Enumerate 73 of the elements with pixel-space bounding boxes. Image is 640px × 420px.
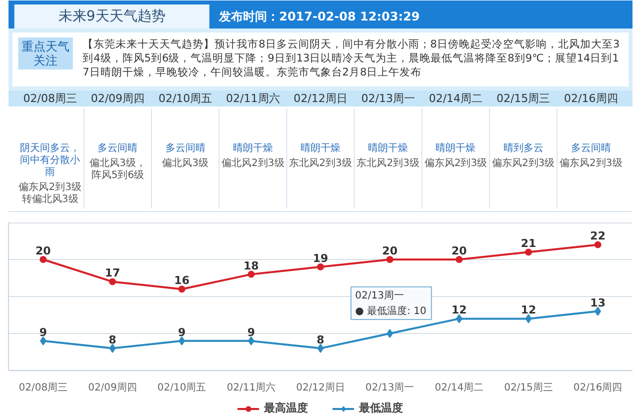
point bbox=[386, 256, 394, 263]
x-tick-label: 02/08周三 bbox=[18, 382, 68, 394]
text: 偏北风3级 bbox=[162, 157, 208, 169]
text: 偏北风2到3级 bbox=[222, 157, 284, 169]
point bbox=[40, 256, 47, 263]
x-tick-label: 02/12周日 bbox=[296, 382, 345, 394]
text: 晴朗干燥 bbox=[300, 142, 340, 154]
data-label: 13 bbox=[590, 296, 606, 310]
legend-label: 最高温度 bbox=[264, 400, 308, 416]
point bbox=[525, 248, 532, 256]
text: 偏东风2到3级转偏北风3级 bbox=[18, 181, 82, 205]
data-label: 19 bbox=[312, 252, 328, 265]
category-label: 02/09周四 bbox=[90, 92, 145, 105]
data-label: 20 bbox=[36, 244, 52, 258]
x-tick-label: 02/13周一 bbox=[365, 382, 414, 394]
data-label: 9 bbox=[178, 326, 186, 339]
point bbox=[317, 344, 324, 353]
category-label: 02/13周一 bbox=[361, 92, 415, 105]
data-label: 16 bbox=[174, 274, 190, 288]
category-label: 02/14周二 bbox=[428, 92, 483, 105]
data-label: 20 bbox=[382, 244, 398, 258]
category-label: 02/16周四 bbox=[564, 92, 618, 105]
x-tick-label: 02/11周六 bbox=[226, 382, 276, 394]
data-label: 9 bbox=[247, 326, 255, 339]
text: 晴到多云 bbox=[503, 142, 544, 154]
text: 偏东风2到3级 bbox=[424, 157, 488, 169]
point bbox=[317, 263, 324, 270]
chart-subtitle: 发布时间：2017-02-08 12:03:29 bbox=[218, 10, 420, 24]
category-label: 02/08周三 bbox=[23, 92, 77, 105]
point bbox=[594, 241, 602, 248]
text: 多云间晴 bbox=[165, 142, 206, 154]
text: 偏东风2到3级 bbox=[560, 157, 622, 169]
text: 多云间晴 bbox=[98, 142, 138, 154]
category-label: 02/10周五 bbox=[158, 92, 212, 105]
data-label: 12 bbox=[452, 304, 467, 317]
point bbox=[178, 286, 186, 293]
x-tick-label: 02/09周四 bbox=[88, 382, 137, 394]
data-label: 20 bbox=[452, 244, 468, 258]
data-label: 8 bbox=[108, 333, 116, 346]
data-label: 8 bbox=[316, 333, 324, 346]
data-label: 22 bbox=[590, 230, 606, 243]
text: 晴朗干燥 bbox=[232, 142, 273, 154]
point bbox=[109, 278, 116, 286]
point bbox=[386, 329, 393, 338]
text: 阴天间多云，间中有分散小雨 bbox=[20, 142, 80, 178]
text: 重点天气关注 bbox=[22, 40, 70, 68]
text: 东北风2到3级 bbox=[356, 157, 420, 169]
x-tick-label: 02/16周四 bbox=[573, 382, 622, 394]
text: 【东莞未来十天天气趋势】预计我市8日多云间阴天，间中有分散小雨；8日傍晚起受冷空气影响，北风加大至3到4级，阵风5到6级，气温明显下降；9日到13日以晴冷天气为主，晨晚最低气温将降至8到9℃；展望14日到17日晴朗干燥，早晚较冷，午间较温暖。东莞市气象台2月8日上午发布 bbox=[82, 38, 620, 78]
point bbox=[248, 270, 255, 278]
x-tick-label: 02/15周三 bbox=[504, 382, 553, 394]
data-label: 18 bbox=[244, 259, 259, 272]
text: 偏东风2到3级 bbox=[492, 157, 555, 169]
point bbox=[525, 314, 532, 324]
x-tick-label: 02/10周五 bbox=[157, 382, 206, 394]
text: 东北风2到3级 bbox=[289, 157, 352, 169]
text: 晴朗干燥 bbox=[368, 142, 408, 154]
data-label: 21 bbox=[520, 237, 536, 250]
data-label: 9 bbox=[39, 326, 47, 339]
data-label: 12 bbox=[520, 304, 536, 317]
text: 偏北风3级，阵风5到6级 bbox=[90, 157, 146, 181]
point bbox=[456, 256, 463, 263]
category-label: 02/12周日 bbox=[294, 92, 348, 105]
x-tick-label: 02/14周二 bbox=[434, 382, 484, 394]
text: 多云间晴 bbox=[570, 142, 611, 154]
chart-title: 未来9天天气趋势 bbox=[58, 8, 166, 24]
category-label: 02/15周三 bbox=[496, 92, 550, 105]
legend-label: 最低温度 bbox=[359, 400, 403, 416]
annotation: 02/13周一 ● 最低温度: 10 bbox=[355, 290, 426, 317]
point bbox=[109, 344, 116, 353]
text: 晴朗干燥 bbox=[436, 142, 476, 154]
data-label: 17 bbox=[104, 266, 120, 280]
category-label: 02/11周六 bbox=[226, 92, 280, 105]
